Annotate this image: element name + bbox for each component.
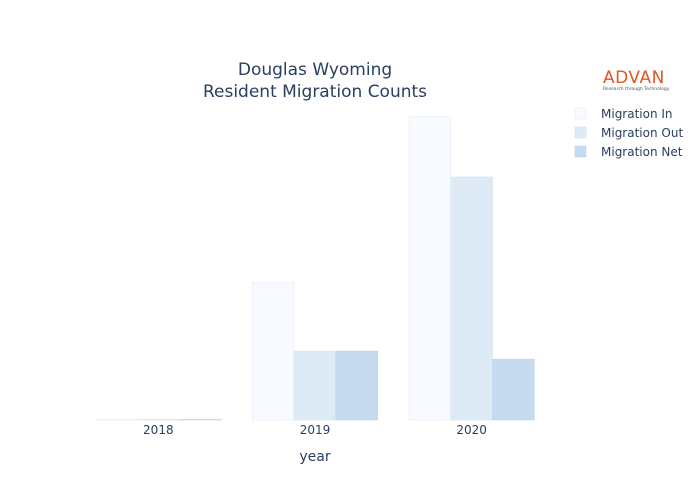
logo-tagline: Research through Technology <box>603 86 670 92</box>
legend-swatch-migration-out[interactable] <box>574 126 587 139</box>
legend-label-migration-in[interactable]: Migration In <box>601 107 673 121</box>
bar-migration-in-2018 <box>95 419 138 421</box>
legend-swatch-migration-in[interactable] <box>574 107 587 120</box>
bar-migration-net-2018 <box>178 419 222 421</box>
bar-migration-in-2020 <box>408 115 452 421</box>
x-tick-label-2019: 2019 <box>300 423 331 437</box>
legend-swatch-migration-net[interactable] <box>574 145 587 158</box>
x-axis-title: year <box>299 449 330 465</box>
chart-title-line-1: Douglas Wyoming <box>238 60 392 80</box>
x-tick-labels: 2018 2019 2020 <box>143 423 487 437</box>
legend-label-migration-out[interactable]: Migration Out <box>601 126 683 140</box>
x-tick-label-2020: 2020 <box>456 423 487 437</box>
x-tick-label-2018: 2018 <box>143 423 174 437</box>
advan-logo: ADVAN Research through Technology <box>603 68 670 92</box>
bar-migration-net-2020 <box>492 358 535 421</box>
bar-migration-out-2018 <box>137 419 180 421</box>
logo-wordmark: ADVAN <box>603 68 665 88</box>
bars <box>95 115 535 421</box>
bar-migration-in-2019 <box>252 281 295 421</box>
legend: Migration In Migration Out Migration Net <box>574 107 683 159</box>
legend-label-migration-net[interactable]: Migration Net <box>601 145 683 159</box>
bar-migration-out-2019 <box>293 350 337 421</box>
chart-title: Douglas Wyoming Resident Migration Count… <box>203 60 427 102</box>
chart-title-line-2: Resident Migration Counts <box>203 82 427 102</box>
bar-migration-out-2020 <box>450 176 493 421</box>
bar-migration-net-2019 <box>335 350 378 421</box>
